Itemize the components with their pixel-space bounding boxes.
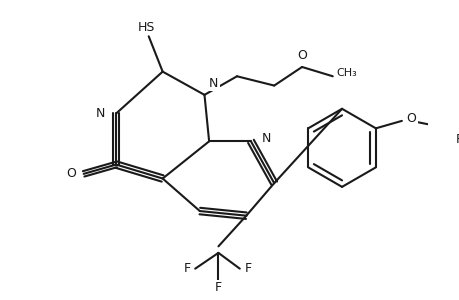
Text: O: O bbox=[297, 49, 306, 62]
Text: N: N bbox=[209, 77, 218, 90]
Text: O: O bbox=[406, 112, 415, 124]
Text: N: N bbox=[262, 132, 271, 145]
Text: CH₃: CH₃ bbox=[336, 68, 357, 79]
Text: F: F bbox=[244, 262, 251, 275]
Text: F: F bbox=[455, 133, 459, 146]
Text: N: N bbox=[95, 107, 105, 120]
Text: HS: HS bbox=[138, 20, 155, 34]
Text: F: F bbox=[183, 262, 190, 275]
Text: F: F bbox=[214, 281, 222, 294]
Text: O: O bbox=[66, 167, 76, 180]
